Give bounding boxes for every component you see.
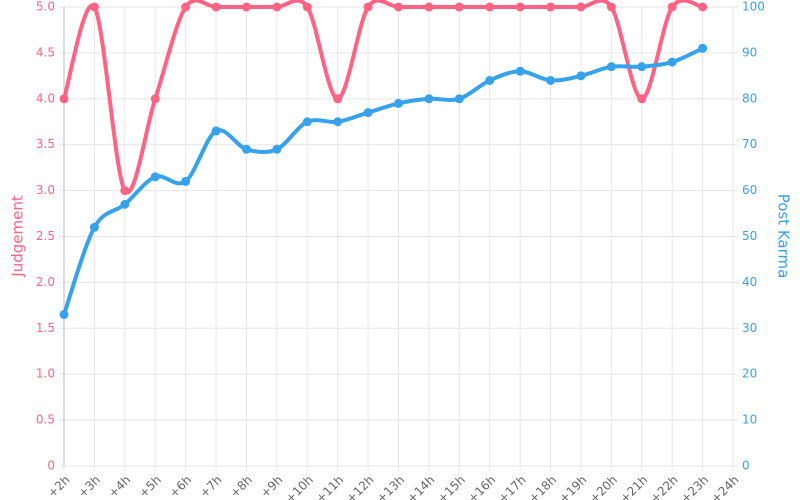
y-tick-label: 0 [47,459,55,473]
data-point [576,71,586,81]
x-tick-label: +11h [313,473,346,500]
x-tick-label: +16h [465,473,498,500]
data-point [211,126,221,136]
x-tick-label: +14h [404,473,437,500]
data-point [515,2,525,12]
y2-axis-title: Post Karma [775,194,793,279]
data-point [89,222,99,232]
data-point [272,2,282,12]
data-point [485,2,495,12]
data-point [698,43,708,53]
y-tick-label: 1.5 [36,321,55,335]
y-tick-label: 5.0 [36,0,55,14]
data-point [667,2,677,12]
data-point [241,2,251,12]
x-tick-label: +21h [617,473,650,500]
data-point [363,108,373,118]
y2-tick-label: 40 [742,275,757,289]
y2-tick-label: 0 [742,459,750,473]
y-tick-label: 2.0 [36,275,55,289]
x-tick-label: +12h [343,473,376,500]
x-tick-label: +13h [374,473,407,500]
series-line [62,0,704,195]
data-point [302,117,312,127]
data-point [181,2,191,12]
y2-tick-label: 100 [742,0,765,14]
data-point [546,75,556,85]
x-tick-label: +8h [227,473,255,500]
data-point [424,94,434,104]
y2-tick-label: 60 [742,183,757,197]
data-point [485,75,495,85]
y2-tick-label: 20 [742,367,757,381]
x-tick-label: +17h [496,473,529,500]
data-point [120,199,130,209]
data-point [333,117,343,127]
x-tick-label: +7h [197,473,225,500]
data-point [637,62,647,72]
x-tick-label: +5h [136,473,164,500]
y-tick-label: 3.5 [36,137,55,151]
x-tick-label: +22h [648,473,681,500]
x-tick-label: +2h [45,473,73,500]
y-tick-label: 3.0 [36,183,55,197]
data-point [606,2,616,12]
x-tick-label: +18h [526,473,559,500]
data-point [59,310,69,320]
data-point [515,66,525,76]
x-tick-label: +24h [708,473,741,500]
y-tick-label: 2.5 [36,229,55,243]
data-point [424,2,434,12]
data-point [698,2,708,12]
data-point [576,2,586,12]
x-tick-label: +9h [258,473,286,500]
data-point [333,94,343,104]
data-point [454,94,464,104]
x-tick-label: +19h [556,473,589,500]
x-tick-label: +3h [75,473,103,500]
y-tick-label: 1.0 [36,367,55,381]
data-point [546,2,556,12]
y2-tick-label: 30 [742,321,757,335]
y2-tick-label: 90 [742,45,757,59]
x-tick-label: +10h [283,473,316,500]
data-point [59,94,69,104]
data-point [606,62,616,72]
data-point [89,2,99,12]
data-point [454,2,464,12]
x-tick-label: +20h [587,473,620,500]
data-point [150,94,160,104]
y-axis-title: Judgement [9,195,27,278]
y2-tick-label: 80 [742,91,757,105]
data-point [667,57,677,67]
data-point [272,144,282,154]
data-point [150,172,160,182]
data-point [211,2,221,12]
y2-tick-label: 70 [742,137,757,151]
x-tick-label: +15h [435,473,468,500]
x-tick-label: +23h [678,473,711,500]
data-point [241,144,251,154]
y-tick-label: 0.5 [36,413,55,427]
data-point [394,2,403,12]
y2-tick-label: 50 [742,229,757,243]
series-line [62,46,704,316]
data-point [302,2,312,12]
x-tick-label: +6h [166,473,194,500]
data-point [181,176,191,186]
data-point [120,186,130,196]
y2-tick-label: 10 [742,413,757,427]
y-tick-label: 4.0 [36,91,55,105]
x-tick-label: +4h [106,473,134,500]
data-point [394,98,403,108]
data-point [363,2,373,12]
data-point [637,94,647,104]
y-tick-label: 4.5 [36,45,55,59]
